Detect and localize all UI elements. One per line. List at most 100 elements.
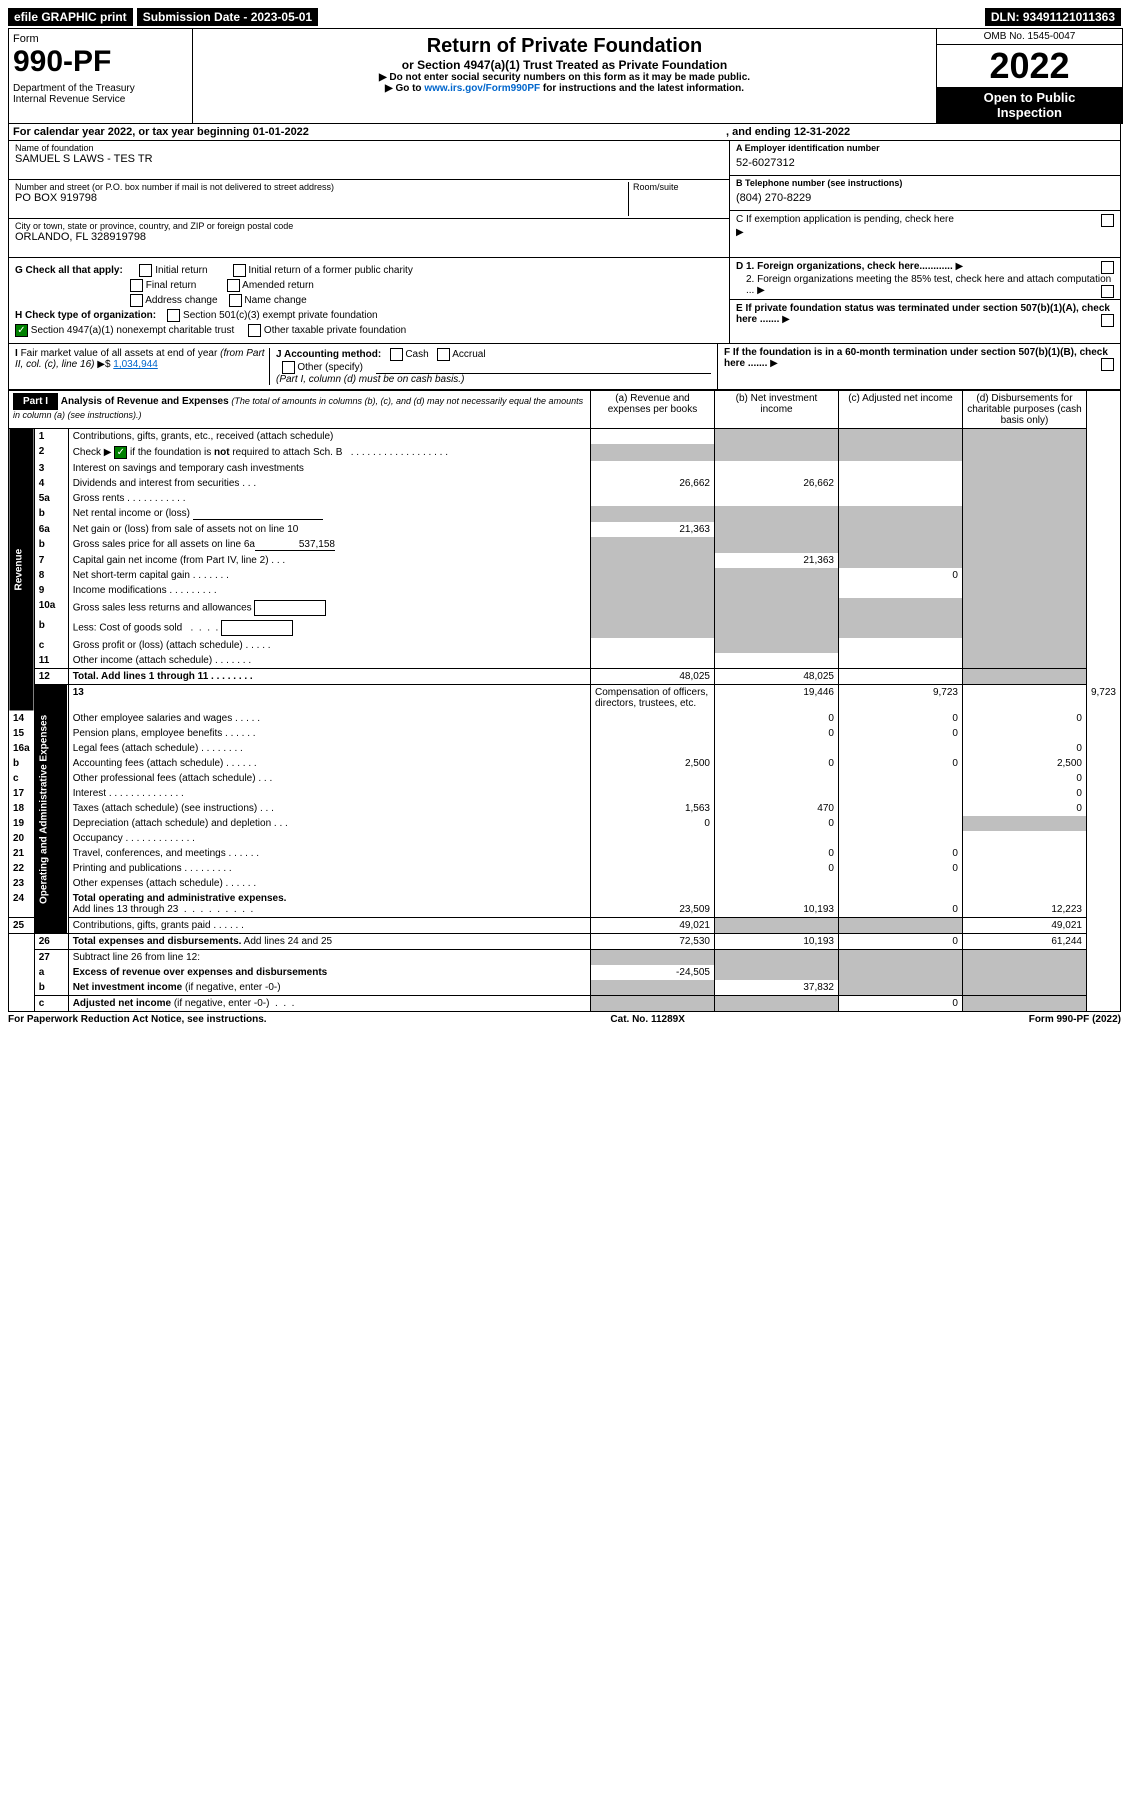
- g-amended-cb[interactable]: [227, 279, 240, 292]
- l18-a: 1,563: [590, 801, 714, 816]
- j-cash: Cash: [405, 349, 428, 360]
- l25-num: 25: [9, 918, 35, 934]
- l16a-num: 16a: [9, 741, 35, 756]
- l24-b: 10,193: [714, 891, 838, 918]
- l1-num: 1: [34, 429, 68, 445]
- j-note: (Part I, column (d) must be on cash basi…: [276, 374, 464, 385]
- instructions-link[interactable]: www.irs.gov/Form990PF: [424, 83, 540, 94]
- j-cash-cb[interactable]: [390, 348, 403, 361]
- l18-d: 0: [962, 801, 1086, 816]
- h-501c3-cb[interactable]: [167, 309, 180, 322]
- l25-d: 49,021: [962, 918, 1086, 934]
- l11-num: 11: [34, 653, 68, 669]
- g-final-cb[interactable]: [130, 279, 143, 292]
- l19-b: 0: [714, 816, 838, 831]
- g-name: Name change: [244, 295, 306, 306]
- l13-num: 13: [68, 685, 590, 712]
- e-cb[interactable]: [1101, 314, 1114, 327]
- l27a-num: a: [34, 965, 68, 980]
- l19-a: 0: [590, 816, 714, 831]
- efile-label: efile GRAPHIC print: [8, 8, 133, 26]
- l6b-text: Gross sales price for all assets on line…: [68, 537, 590, 553]
- l5a-text: Gross rents . . . . . . . . . . .: [68, 491, 590, 506]
- open-inspection: Open to PublicInspection: [937, 87, 1122, 123]
- l16c-d: 0: [962, 771, 1086, 786]
- l24-text: Total operating and administrative expen…: [68, 891, 590, 918]
- l7-text: Capital gain net income (from Part IV, l…: [68, 553, 590, 568]
- i-value[interactable]: 1,034,944: [113, 359, 158, 370]
- l16c-num: c: [9, 771, 35, 786]
- city-label: City or town, state or province, country…: [15, 221, 723, 231]
- l6a-num: 6a: [34, 522, 68, 537]
- g-initial-former-cb[interactable]: [233, 264, 246, 277]
- l16b-d: 2,500: [962, 756, 1086, 771]
- expenses-side-label: Operating and Administrative Expenses: [34, 685, 68, 934]
- l14-c: 0: [838, 711, 962, 726]
- l4-b: 26,662: [714, 476, 838, 491]
- d2-label: 2. Foreign organizations meeting the 85%…: [746, 274, 1111, 296]
- l14-num: 14: [9, 711, 35, 726]
- l27a-a: -24,505: [590, 965, 714, 980]
- cal-year-begin: For calendar year 2022, or tax year begi…: [9, 124, 722, 140]
- form-header: Form 990-PF Department of the TreasuryIn…: [8, 28, 1123, 124]
- l18-b: 470: [714, 801, 838, 816]
- l12-a: 48,025: [590, 669, 714, 685]
- l27c-c: 0: [838, 996, 962, 1012]
- col-c-header: (c) Adjusted net income: [838, 391, 962, 429]
- l26-num: 26: [34, 934, 68, 950]
- calendar-year-row: For calendar year 2022, or tax year begi…: [8, 124, 1121, 141]
- cal-year-end: , and ending 12-31-2022: [722, 124, 1120, 140]
- l12-b: 48,025: [714, 669, 838, 685]
- l16b-num: b: [9, 756, 35, 771]
- l5b-num: b: [34, 506, 68, 522]
- l22-text: Printing and publications . . . . . . . …: [68, 861, 590, 876]
- l22-num: 22: [9, 861, 35, 876]
- d2-cb[interactable]: [1101, 285, 1114, 298]
- omb-no: OMB No. 1545-0047: [937, 29, 1122, 45]
- city-state-zip: ORLANDO, FL 328919798: [15, 231, 723, 243]
- h-4947-cb[interactable]: [15, 324, 28, 337]
- c-checkbox[interactable]: [1101, 214, 1114, 227]
- j-label: J Accounting method:: [276, 349, 381, 360]
- foundation-name: SAMUEL S LAWS - TES TR: [15, 153, 723, 165]
- l8-num: 8: [34, 568, 68, 583]
- g-addr-cb[interactable]: [130, 294, 143, 307]
- l17-text: Interest . . . . . . . . . . . . . .: [68, 786, 590, 801]
- l15-text: Pension plans, employee benefits . . . .…: [68, 726, 590, 741]
- footer-left: For Paperwork Reduction Act Notice, see …: [8, 1014, 267, 1025]
- l15-b: 0: [714, 726, 838, 741]
- col-b-header: (b) Net investment income: [714, 391, 838, 429]
- f-cb[interactable]: [1101, 358, 1114, 371]
- form-word: Form: [13, 33, 188, 45]
- l27b-text: Net investment income (if negative, ente…: [68, 980, 590, 996]
- l2-cb[interactable]: [114, 446, 127, 459]
- l10c-text: Gross profit or (loss) (attach schedule)…: [68, 638, 590, 653]
- j-other-cb[interactable]: [282, 361, 295, 374]
- entity-info: Name of foundation SAMUEL S LAWS - TES T…: [8, 141, 1121, 258]
- l26-b: 10,193: [714, 934, 838, 950]
- g-name-cb[interactable]: [229, 294, 242, 307]
- l23-text: Other expenses (attach schedule) . . . .…: [68, 876, 590, 891]
- part1-table: Part I Analysis of Revenue and Expenses …: [8, 390, 1121, 1012]
- l11-text: Other income (attach schedule) . . . . .…: [68, 653, 590, 669]
- l14-text: Other employee salaries and wages . . . …: [68, 711, 590, 726]
- g-initial-cb[interactable]: [139, 264, 152, 277]
- f-label: F If the foundation is in a 60-month ter…: [724, 347, 1108, 369]
- l7-b: 21,363: [714, 553, 838, 568]
- revenue-side-label: Revenue: [9, 429, 35, 712]
- l18-text: Taxes (attach schedule) (see instruction…: [68, 801, 590, 816]
- footer-mid: Cat. No. 11289X: [610, 1014, 684, 1025]
- instr-2: ▶ Go to www.irs.gov/Form990PF for instru…: [199, 83, 930, 94]
- l27b-b: 37,832: [714, 980, 838, 996]
- l16a-text: Legal fees (attach schedule) . . . . . .…: [68, 741, 590, 756]
- l13-a: 19,446: [714, 685, 838, 712]
- l14-d: 0: [962, 711, 1086, 726]
- d1-cb[interactable]: [1101, 261, 1114, 274]
- l2-text: Check ▶ if the foundation is not require…: [68, 444, 590, 461]
- h-other-cb[interactable]: [248, 324, 261, 337]
- j-accrual-cb[interactable]: [437, 348, 450, 361]
- part1-title: Analysis of Revenue and Expenses: [61, 396, 229, 407]
- l16c-text: Other professional fees (attach schedule…: [68, 771, 590, 786]
- l27-text: Subtract line 26 from line 12:: [68, 950, 590, 966]
- g-initial-former: Initial return of a former public charit…: [248, 265, 413, 276]
